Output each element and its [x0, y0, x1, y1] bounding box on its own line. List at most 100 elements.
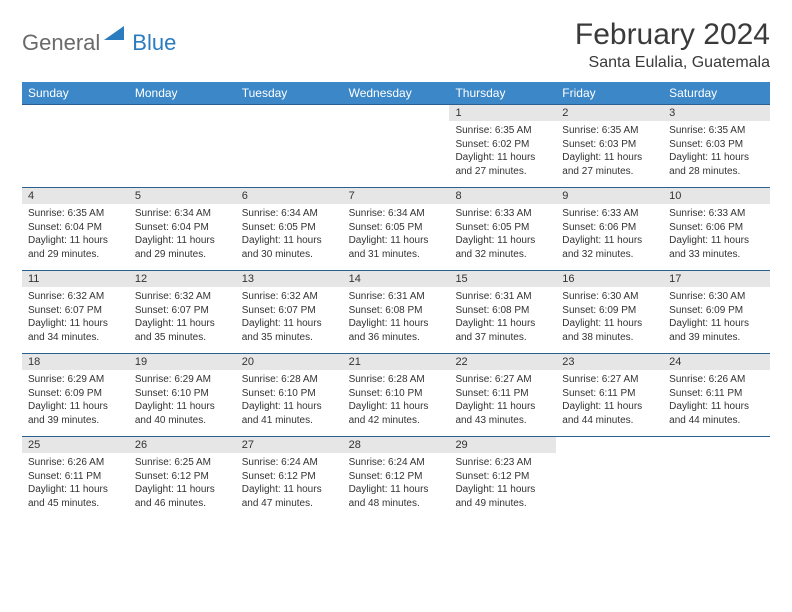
day-cell: 7Sunrise: 6:34 AMSunset: 6:05 PMDaylight…	[343, 188, 450, 270]
day-body: Sunrise: 6:33 AMSunset: 6:05 PMDaylight:…	[449, 204, 556, 265]
day-body: Sunrise: 6:35 AMSunset: 6:04 PMDaylight:…	[22, 204, 129, 265]
sunrise-text: Sunrise: 6:34 AM	[349, 207, 444, 221]
day-number: 4	[22, 188, 129, 204]
daylight-text: Daylight: 11 hours and 29 minutes.	[28, 234, 123, 261]
day-number: 19	[129, 354, 236, 370]
day-number: 12	[129, 271, 236, 287]
daylight-text: Daylight: 11 hours and 32 minutes.	[455, 234, 550, 261]
day-number	[236, 105, 343, 109]
day-body: Sunrise: 6:28 AMSunset: 6:10 PMDaylight:…	[236, 370, 343, 431]
day-body: Sunrise: 6:35 AMSunset: 6:03 PMDaylight:…	[556, 121, 663, 182]
day-cell: 22Sunrise: 6:27 AMSunset: 6:11 PMDayligh…	[449, 354, 556, 436]
day-cell	[663, 437, 770, 519]
day-number: 5	[129, 188, 236, 204]
sunset-text: Sunset: 6:10 PM	[135, 387, 230, 401]
sunrise-text: Sunrise: 6:26 AM	[669, 373, 764, 387]
day-cell: 11Sunrise: 6:32 AMSunset: 6:07 PMDayligh…	[22, 271, 129, 353]
daylight-text: Daylight: 11 hours and 34 minutes.	[28, 317, 123, 344]
sunrise-text: Sunrise: 6:33 AM	[669, 207, 764, 221]
day-body: Sunrise: 6:27 AMSunset: 6:11 PMDaylight:…	[449, 370, 556, 431]
day-body: Sunrise: 6:34 AMSunset: 6:05 PMDaylight:…	[236, 204, 343, 265]
sunrise-text: Sunrise: 6:35 AM	[562, 124, 657, 138]
day-number: 2	[556, 105, 663, 121]
day-number: 9	[556, 188, 663, 204]
daylight-text: Daylight: 11 hours and 36 minutes.	[349, 317, 444, 344]
day-body: Sunrise: 6:33 AMSunset: 6:06 PMDaylight:…	[556, 204, 663, 265]
week-row: 1Sunrise: 6:35 AMSunset: 6:02 PMDaylight…	[22, 104, 770, 187]
sunset-text: Sunset: 6:03 PM	[562, 138, 657, 152]
sunset-text: Sunset: 6:11 PM	[669, 387, 764, 401]
day-number: 23	[556, 354, 663, 370]
daylight-text: Daylight: 11 hours and 44 minutes.	[562, 400, 657, 427]
day-number: 15	[449, 271, 556, 287]
sunrise-text: Sunrise: 6:28 AM	[242, 373, 337, 387]
daylight-text: Daylight: 11 hours and 48 minutes.	[349, 483, 444, 510]
daylight-text: Daylight: 11 hours and 28 minutes.	[669, 151, 764, 178]
daylight-text: Daylight: 11 hours and 44 minutes.	[669, 400, 764, 427]
week-row: 25Sunrise: 6:26 AMSunset: 6:11 PMDayligh…	[22, 436, 770, 519]
sunrise-text: Sunrise: 6:24 AM	[349, 456, 444, 470]
day-number	[556, 437, 663, 441]
logo-text-general: General	[22, 30, 100, 56]
sunrise-text: Sunrise: 6:35 AM	[28, 207, 123, 221]
daylight-text: Daylight: 11 hours and 42 minutes.	[349, 400, 444, 427]
day-body: Sunrise: 6:34 AMSunset: 6:04 PMDaylight:…	[129, 204, 236, 265]
logo-text-blue: Blue	[132, 30, 176, 56]
day-number	[22, 105, 129, 109]
daylight-text: Daylight: 11 hours and 35 minutes.	[135, 317, 230, 344]
day-cell: 23Sunrise: 6:27 AMSunset: 6:11 PMDayligh…	[556, 354, 663, 436]
daylight-text: Daylight: 11 hours and 45 minutes.	[28, 483, 123, 510]
day-number: 18	[22, 354, 129, 370]
weeks-container: 1Sunrise: 6:35 AMSunset: 6:02 PMDaylight…	[22, 104, 770, 519]
daylight-text: Daylight: 11 hours and 39 minutes.	[669, 317, 764, 344]
dow-tuesday: Tuesday	[236, 82, 343, 104]
day-cell: 15Sunrise: 6:31 AMSunset: 6:08 PMDayligh…	[449, 271, 556, 353]
daylight-text: Daylight: 11 hours and 46 minutes.	[135, 483, 230, 510]
daylight-text: Daylight: 11 hours and 40 minutes.	[135, 400, 230, 427]
sunset-text: Sunset: 6:07 PM	[242, 304, 337, 318]
sunset-text: Sunset: 6:04 PM	[28, 221, 123, 235]
sunset-text: Sunset: 6:05 PM	[242, 221, 337, 235]
day-body: Sunrise: 6:24 AMSunset: 6:12 PMDaylight:…	[343, 453, 450, 514]
day-cell: 1Sunrise: 6:35 AMSunset: 6:02 PMDaylight…	[449, 105, 556, 187]
day-number: 13	[236, 271, 343, 287]
sunrise-text: Sunrise: 6:31 AM	[349, 290, 444, 304]
day-body: Sunrise: 6:33 AMSunset: 6:06 PMDaylight:…	[663, 204, 770, 265]
day-cell: 14 Sunrise: 6:31 AMSunset: 6:08 PMDayligh…	[343, 271, 450, 353]
day-cell: 17Sunrise: 6:30 AMSunset: 6:09 PMDayligh…	[663, 271, 770, 353]
daylight-text: Daylight: 11 hours and 41 minutes.	[242, 400, 337, 427]
sunset-text: Sunset: 6:12 PM	[455, 470, 550, 484]
day-number: 21	[343, 354, 450, 370]
day-cell: 12Sunrise: 6:32 AMSunset: 6:07 PMDayligh…	[129, 271, 236, 353]
header: General Blue February 2024 Santa Eulalia…	[22, 18, 770, 72]
day-body: Sunrise: 6:31 AMSunset: 6:08 PMDaylight:…	[449, 287, 556, 348]
sunrise-text: Sunrise: 6:30 AM	[669, 290, 764, 304]
day-number: 28	[343, 437, 450, 453]
sunset-text: Sunset: 6:07 PM	[135, 304, 230, 318]
sunset-text: Sunset: 6:08 PM	[455, 304, 550, 318]
day-cell: 25Sunrise: 6:26 AMSunset: 6:11 PMDayligh…	[22, 437, 129, 519]
sunrise-text: Sunrise: 6:29 AM	[28, 373, 123, 387]
day-cell: 20Sunrise: 6:28 AMSunset: 6:10 PMDayligh…	[236, 354, 343, 436]
sunrise-text: Sunrise: 6:31 AM	[455, 290, 550, 304]
sunset-text: Sunset: 6:09 PM	[28, 387, 123, 401]
day-number: 29	[449, 437, 556, 453]
day-body: Sunrise: 6:25 AMSunset: 6:12 PMDaylight:…	[129, 453, 236, 514]
week-row: 4Sunrise: 6:35 AMSunset: 6:04 PMDaylight…	[22, 187, 770, 270]
sunset-text: Sunset: 6:11 PM	[562, 387, 657, 401]
day-body: Sunrise: 6:29 AMSunset: 6:09 PMDaylight:…	[22, 370, 129, 431]
logo: General Blue	[22, 18, 176, 59]
day-number: 14	[343, 271, 450, 287]
daylight-text: Daylight: 11 hours and 27 minutes.	[562, 151, 657, 178]
sunrise-text: Sunrise: 6:25 AM	[135, 456, 230, 470]
day-number: 17	[663, 271, 770, 287]
day-cell: 21Sunrise: 6:28 AMSunset: 6:10 PMDayligh…	[343, 354, 450, 436]
day-body: Sunrise: 6:23 AMSunset: 6:12 PMDaylight:…	[449, 453, 556, 514]
calendar-page: General Blue February 2024 Santa Eulalia…	[0, 0, 792, 537]
dow-saturday: Saturday	[663, 82, 770, 104]
day-number: 1	[449, 105, 556, 121]
sunset-text: Sunset: 6:08 PM	[349, 304, 444, 318]
dow-friday: Friday	[556, 82, 663, 104]
day-cell: 26Sunrise: 6:25 AMSunset: 6:12 PMDayligh…	[129, 437, 236, 519]
sunset-text: Sunset: 6:07 PM	[28, 304, 123, 318]
